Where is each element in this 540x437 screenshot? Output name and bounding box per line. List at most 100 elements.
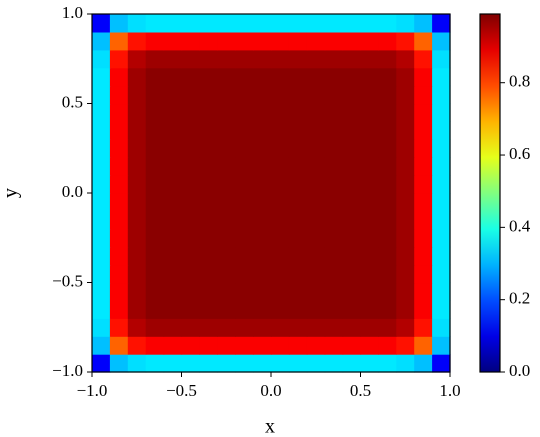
heatmap-cell xyxy=(306,354,326,373)
heatmap-cell xyxy=(217,103,236,122)
heatmap-cell xyxy=(199,282,218,301)
heatmap-cell xyxy=(396,67,415,87)
heatmap-cell xyxy=(396,246,415,266)
heatmap-cell xyxy=(271,103,290,122)
heatmap-cell xyxy=(253,139,272,158)
heatmap-cell xyxy=(342,318,362,337)
heatmap-cell xyxy=(217,157,236,176)
heatmap-cell xyxy=(253,67,272,87)
heatmap-cell xyxy=(109,336,129,355)
heatmap-cell xyxy=(306,121,326,140)
heatmap-cell xyxy=(360,67,379,87)
heatmap-cell xyxy=(199,139,218,158)
heatmap-cell xyxy=(414,14,433,33)
heatmap-cell xyxy=(396,336,415,355)
heatmap-cell xyxy=(145,300,165,319)
heatmap-cell xyxy=(127,85,147,105)
heatmap-cell xyxy=(109,139,129,158)
heatmap-cell xyxy=(235,210,254,230)
heatmap-cell xyxy=(306,246,326,266)
heatmap-cell xyxy=(324,121,344,140)
heatmap-cell xyxy=(271,246,290,266)
heatmap-cell xyxy=(306,282,326,301)
heatmap-cell xyxy=(378,67,397,87)
heatmap-cell xyxy=(199,175,218,194)
heatmap-cell xyxy=(253,175,272,194)
x-tick-label: −0.5 xyxy=(166,381,197,400)
heatmap-cell xyxy=(127,175,147,194)
heatmap-cell xyxy=(271,67,290,87)
heatmap-cell xyxy=(342,85,362,105)
heatmap-cell xyxy=(271,193,290,212)
heatmap-cell xyxy=(432,157,451,176)
heatmap-cell xyxy=(432,300,451,319)
heatmap-cell xyxy=(271,354,290,373)
heatmap-cell xyxy=(378,210,397,230)
heatmap-cell xyxy=(92,354,111,373)
heatmap-cell xyxy=(288,175,308,194)
heatmap-cell xyxy=(271,85,290,105)
colorbar xyxy=(479,13,501,373)
heatmap-cell xyxy=(181,318,200,337)
heatmap-cell xyxy=(378,49,397,69)
heatmap-cell xyxy=(145,210,165,230)
heatmap-cell xyxy=(396,264,415,284)
heatmap-cell xyxy=(306,264,326,284)
heatmap-cell xyxy=(432,354,451,373)
heatmap-cell xyxy=(360,300,379,319)
heatmap-cell xyxy=(360,228,379,248)
heatmap-cell xyxy=(253,193,272,212)
heatmap-cell xyxy=(127,246,147,266)
heatmap-cell xyxy=(109,103,129,122)
heatmap-cell xyxy=(342,175,362,194)
heatmap-cell xyxy=(432,49,451,69)
heatmap-cell xyxy=(145,49,165,69)
heatmap-cell xyxy=(378,300,397,319)
heatmap-cell xyxy=(378,282,397,301)
heatmap-cell xyxy=(306,193,326,212)
heatmap-cell xyxy=(181,31,200,51)
heatmap-cell xyxy=(109,14,129,33)
heatmap-cell xyxy=(253,121,272,140)
heatmap-cell xyxy=(163,228,183,248)
heatmap-cell xyxy=(342,282,362,301)
heatmap-cell xyxy=(109,85,129,105)
heatmap-cell xyxy=(199,193,218,212)
heatmap-cell xyxy=(432,121,451,140)
heatmap-cell xyxy=(199,354,218,373)
heatmap-cell xyxy=(181,139,200,158)
heatmap-cell xyxy=(271,175,290,194)
heatmap-cell xyxy=(324,31,344,51)
heatmap-cell xyxy=(163,210,183,230)
colorbar-tick-label: 0.4 xyxy=(509,216,531,235)
heatmap-cell xyxy=(217,14,236,33)
heatmap-cell xyxy=(271,14,290,33)
heatmap-cell xyxy=(414,121,433,140)
heatmap-cell xyxy=(235,193,254,212)
heatmap-cell xyxy=(181,264,200,284)
heatmap-cell xyxy=(360,175,379,194)
heatmap-cell xyxy=(378,103,397,122)
heatmap-cell xyxy=(235,175,254,194)
heatmap-cell xyxy=(271,264,290,284)
heatmap-cell xyxy=(92,246,111,266)
heatmap-cell xyxy=(378,264,397,284)
heatmap-cell xyxy=(396,282,415,301)
heatmap-cell xyxy=(163,139,183,158)
heatmap-cell xyxy=(306,31,326,51)
heatmap-cell xyxy=(109,282,129,301)
heatmap-cell xyxy=(271,121,290,140)
heatmap-cell xyxy=(217,354,236,373)
heatmap-cell xyxy=(342,210,362,230)
heatmap-cell xyxy=(378,121,397,140)
heatmap-cell xyxy=(235,354,254,373)
heatmap-cell xyxy=(306,228,326,248)
heatmap-cell xyxy=(324,354,344,373)
heatmap-cell xyxy=(414,193,433,212)
heatmap xyxy=(92,14,451,373)
x-tick-label: 1.0 xyxy=(439,381,460,400)
heatmap-cell xyxy=(432,85,451,105)
heatmap-cell xyxy=(288,246,308,266)
heatmap-cell xyxy=(235,264,254,284)
heatmap-cell xyxy=(199,157,218,176)
